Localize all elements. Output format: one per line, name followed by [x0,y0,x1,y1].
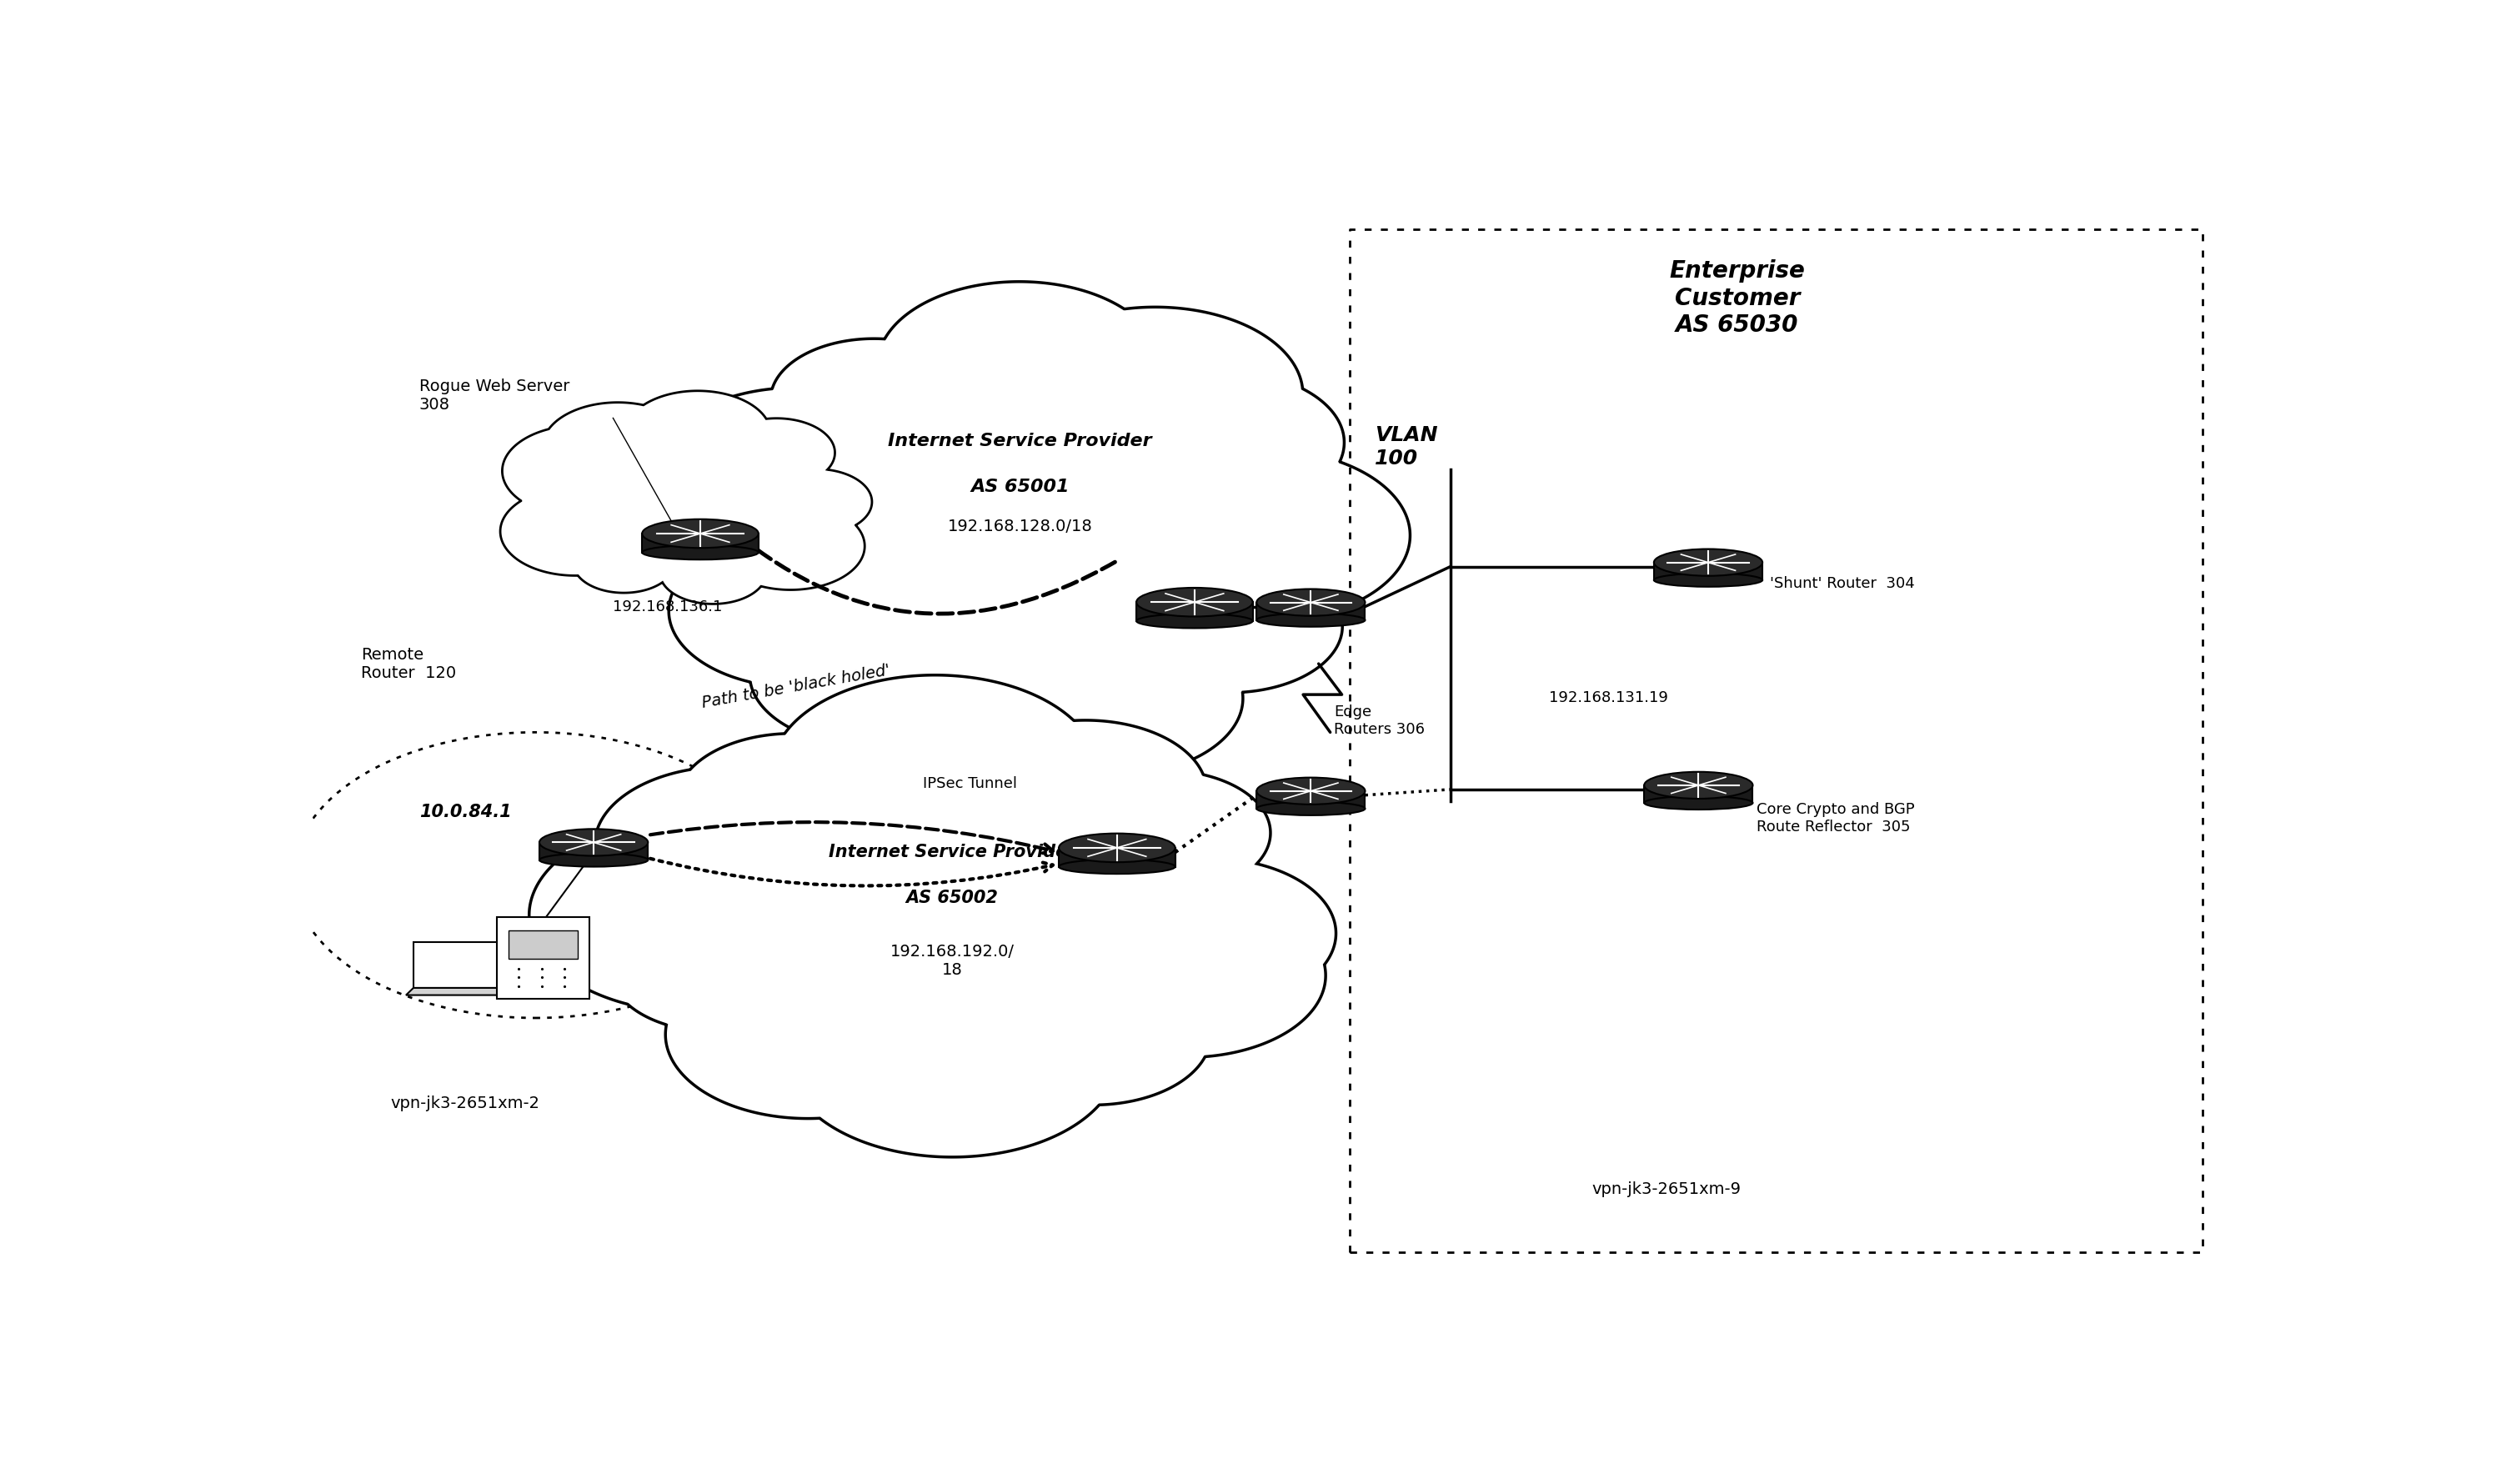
Polygon shape [1135,603,1253,620]
Ellipse shape [1135,614,1253,628]
Ellipse shape [1653,573,1763,586]
Text: vpn-jk3-2651xm-9: vpn-jk3-2651xm-9 [1591,1181,1741,1198]
Polygon shape [500,390,873,604]
Text: Internet Service Provider: Internet Service Provider [888,432,1153,450]
FancyArrowPatch shape [650,859,1053,886]
Text: VLAN
100: VLAN 100 [1376,424,1438,469]
Polygon shape [643,534,758,552]
Polygon shape [405,988,513,996]
Ellipse shape [1256,801,1366,815]
Text: AS 65002: AS 65002 [905,889,998,907]
Text: Rogue Web Server
308: Rogue Web Server 308 [420,378,570,413]
Text: IPSec Tunnel: IPSec Tunnel [923,776,1018,791]
Ellipse shape [1256,589,1366,616]
FancyArrowPatch shape [650,822,1053,853]
Ellipse shape [1058,859,1175,874]
Text: 'Shunt' Router  304: 'Shunt' Router 304 [1771,576,1916,591]
Ellipse shape [643,519,758,548]
Text: 192.168.128.0/18: 192.168.128.0/18 [948,519,1093,534]
Polygon shape [1058,847,1175,867]
Ellipse shape [540,830,648,856]
Text: Remote
Router  120: Remote Router 120 [360,647,455,681]
Polygon shape [540,843,648,861]
Ellipse shape [1256,613,1366,626]
Polygon shape [1256,791,1366,809]
Text: 192.168.192.0/
18: 192.168.192.0/ 18 [890,944,1015,978]
Text: Core Crypto and BGP
Route Reflector  305: Core Crypto and BGP Route Reflector 305 [1756,801,1916,834]
Polygon shape [413,942,505,988]
Ellipse shape [540,853,648,867]
Polygon shape [530,675,1336,1158]
Text: Enterprise
Customer
AS 65030: Enterprise Customer AS 65030 [1668,260,1806,337]
FancyBboxPatch shape [498,917,590,999]
Text: 192.168.136.1: 192.168.136.1 [613,600,723,614]
Text: 192.168.131.19: 192.168.131.19 [1548,690,1668,705]
Ellipse shape [1643,795,1753,810]
Text: 10.0.84.1: 10.0.84.1 [420,804,510,821]
FancyArrowPatch shape [735,533,1115,614]
Ellipse shape [643,545,758,559]
Ellipse shape [1643,772,1753,798]
Polygon shape [1653,562,1763,580]
Text: Edge
Routers 306: Edge Routers 306 [1333,705,1426,738]
Circle shape [293,732,778,1018]
Ellipse shape [1256,778,1366,804]
Ellipse shape [1058,834,1175,862]
Ellipse shape [1653,549,1763,576]
Text: AS 65001: AS 65001 [970,478,1070,496]
FancyBboxPatch shape [508,930,578,959]
Polygon shape [1256,603,1366,620]
Text: vpn-jk3-2651xm-2: vpn-jk3-2651xm-2 [390,1095,540,1112]
Text: Path to be 'black holed': Path to be 'black holed' [700,662,890,711]
Polygon shape [1643,785,1753,803]
Text: Internet Service Provider: Internet Service Provider [828,844,1075,861]
Ellipse shape [1135,588,1253,616]
Polygon shape [655,282,1411,798]
